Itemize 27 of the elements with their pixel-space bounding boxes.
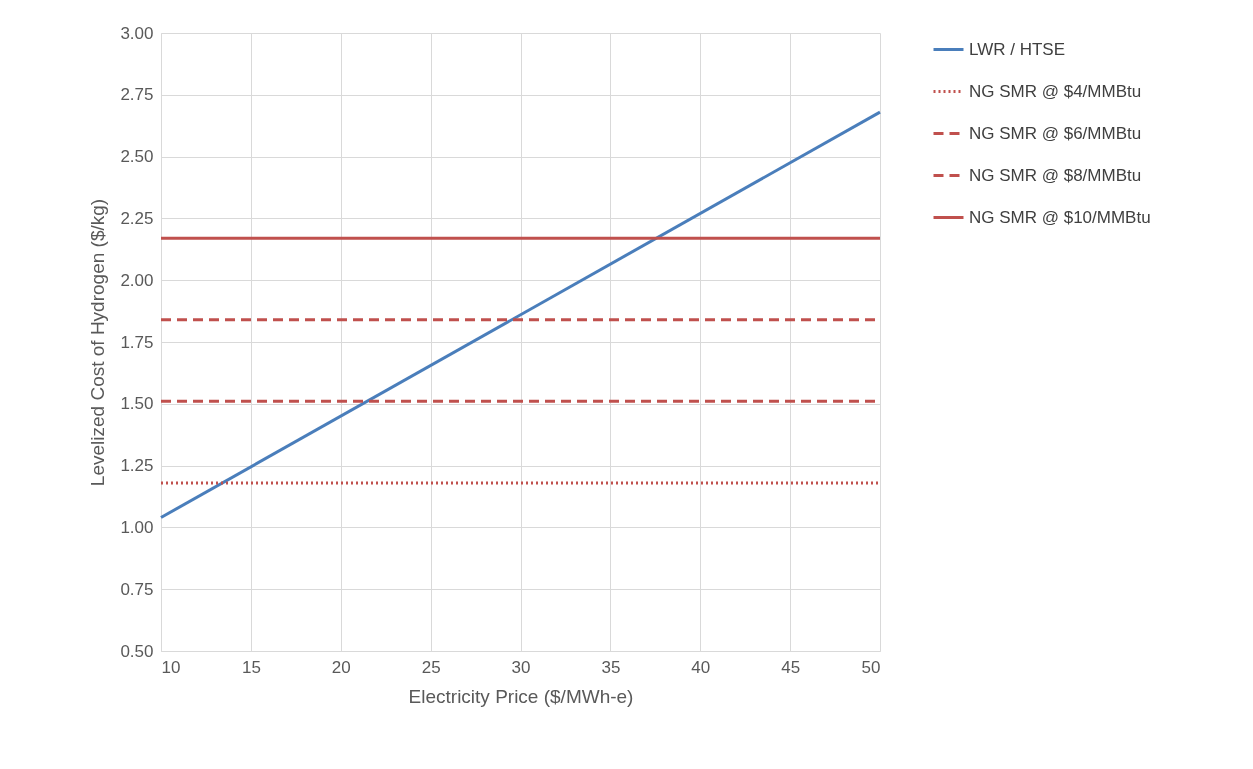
x-tick-label: 20 bbox=[331, 657, 351, 677]
legend-label: NG SMR @ $8/MMBtu bbox=[969, 165, 1142, 185]
y-tick-label: 0.75 bbox=[120, 579, 154, 599]
legend-label: NG SMR @ $4/MMBtu bbox=[969, 81, 1142, 101]
y-tick-label: 1.25 bbox=[120, 456, 154, 476]
x-tick-label: 15 bbox=[241, 657, 261, 677]
y-axis-title: Levelized Cost of Hydrogen ($/kg) bbox=[87, 198, 109, 487]
y-tick-label: 2.50 bbox=[120, 147, 154, 167]
y-tick-label: 3.00 bbox=[120, 23, 154, 43]
y-tick-label: 2.00 bbox=[120, 270, 154, 290]
y-tick-label: 1.75 bbox=[120, 332, 154, 352]
legend-label: NG SMR @ $10/MMBtu bbox=[969, 207, 1151, 227]
legend-label: NG SMR @ $6/MMBtu bbox=[969, 123, 1142, 143]
x-axis-title: Electricity Price ($/MWh-e) bbox=[408, 685, 634, 707]
x-tick-label: 40 bbox=[691, 657, 711, 677]
y-tick-label: 1.50 bbox=[120, 394, 154, 414]
y-tick-label: 1.00 bbox=[120, 517, 154, 537]
x-tick-label: 35 bbox=[601, 657, 621, 677]
y-tick-label: 2.75 bbox=[120, 85, 154, 105]
x-tick-label: 45 bbox=[781, 657, 801, 677]
y-tick-label: 0.50 bbox=[120, 641, 154, 661]
x-tick-label: 30 bbox=[511, 657, 531, 677]
y-tick-label: 2.25 bbox=[120, 208, 154, 228]
x-tick-label: 50 bbox=[861, 657, 881, 677]
legend-label: LWR / HTSE bbox=[969, 39, 1066, 59]
x-tick-label: 10 bbox=[161, 657, 181, 677]
x-tick-label: 25 bbox=[421, 657, 441, 677]
